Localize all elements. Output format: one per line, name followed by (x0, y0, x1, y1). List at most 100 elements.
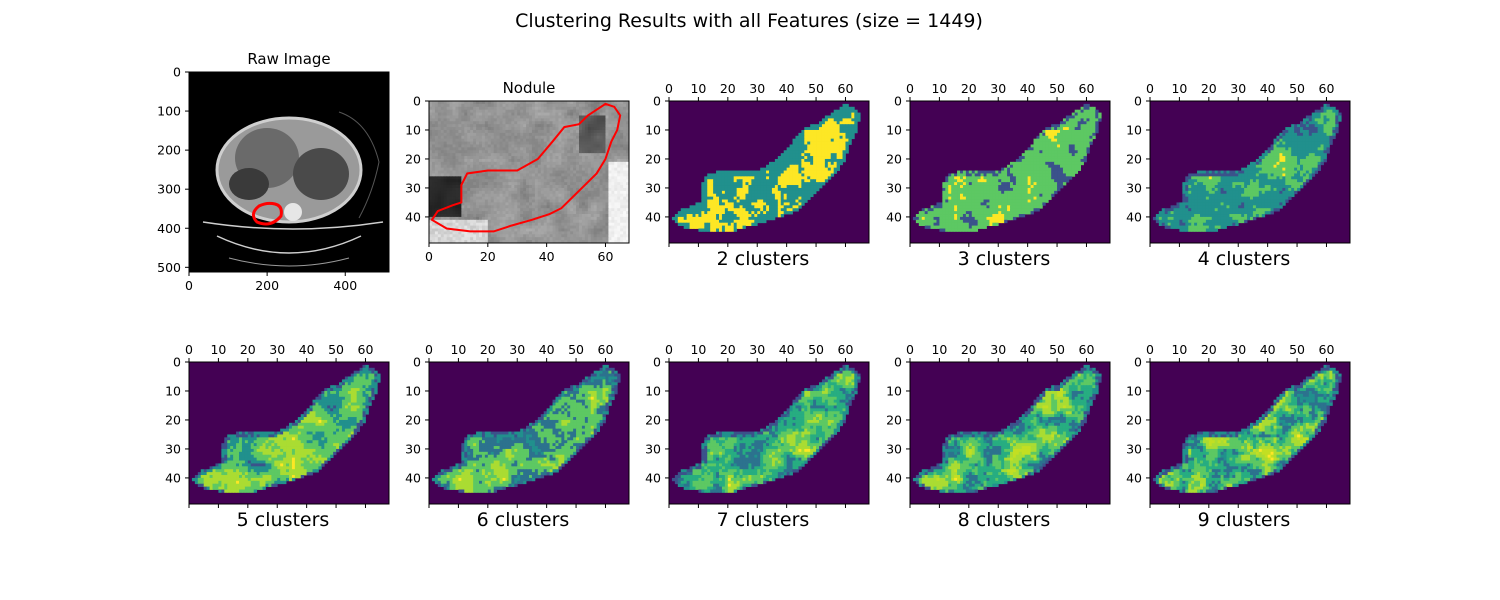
clusters-3-xtick-label-5: 50 (1049, 81, 1065, 96)
clusters-5-panel: 0 10 20 30 40 50 60 0 10 20 30 40 5 clusters (165, 342, 390, 531)
raw-image-xtick-label-0: 0 (185, 278, 193, 293)
nodule-ytick-label-3: 30 (405, 180, 421, 195)
clusters-6-xtick-label-0: 0 (425, 342, 433, 357)
cluster-map (1152, 103, 1342, 232)
cluster-map (912, 364, 1102, 493)
clusters-7-ytick-label-1: 10 (645, 383, 661, 398)
clusters-6-ytick-label-4: 40 (405, 470, 421, 485)
clusters-8-xtick-label-2: 20 (961, 342, 977, 357)
clusters-8-xtick-label-1: 10 (931, 342, 947, 357)
nodule-contour (430, 102, 622, 233)
cluster-map (191, 364, 381, 493)
clusters-3-panel: 0 10 20 30 40 50 60 0 10 20 30 40 3 clusters (886, 81, 1111, 270)
clusters-6-xtick-label-3: 30 (509, 342, 525, 357)
nodule-ytick-label-1: 10 (405, 122, 421, 137)
clusters-3-xtick-label-4: 40 (1020, 81, 1036, 96)
clusters-4-ytick-label-1: 10 (1126, 122, 1142, 137)
clusters-5-xtick-label-2: 20 (240, 342, 256, 357)
clusters-2-ytick-label-3: 30 (645, 180, 661, 195)
clusters-8-xtick-label-3: 30 (990, 342, 1006, 357)
clusters-8-ytick-label-4: 40 (886, 470, 902, 485)
clusters-6-ytick-label-2: 20 (405, 412, 421, 427)
clusters-5-xtick-label-4: 40 (299, 342, 315, 357)
clusters-2-xtick-label-4: 40 (779, 81, 795, 96)
clusters-4-xtick-label-3: 30 (1230, 81, 1246, 96)
clusters-8-xtick-label-5: 50 (1049, 342, 1065, 357)
nodule-xtick-label-1: 20 (480, 249, 496, 264)
clusters-9-xtick-label-3: 30 (1230, 342, 1246, 357)
clusters-4-xtick-label-6: 60 (1319, 81, 1335, 96)
figure-title: Clustering Results with all Features (si… (515, 10, 983, 32)
clusters-5-ytick-label-2: 20 (165, 412, 181, 427)
clusters-3-xtick-label-3: 30 (990, 81, 1006, 96)
clusters-5-ytick-label-1: 10 (165, 383, 181, 398)
clusters-9-xtick-label-0: 0 (1146, 342, 1154, 357)
clusters-7-xtick-label-4: 40 (779, 342, 795, 357)
clusters-8-label: 8 clusters (958, 509, 1051, 531)
clusters-6-xtick-label-1: 10 (450, 342, 466, 357)
clusters-3-xtick-label-1: 10 (931, 81, 947, 96)
clusters-9-ytick-label-3: 30 (1126, 441, 1142, 456)
ct-spine (284, 203, 302, 221)
clusters-6-xtick-label-2: 20 (480, 342, 496, 357)
clusters-8-ytick-label-3: 30 (886, 441, 902, 456)
ct-nodule-contour (252, 201, 283, 226)
clusters-9-frame (1149, 361, 1351, 505)
clusters-2-ytick-label-0: 0 (653, 94, 661, 109)
clusters-5-ytick-label-4: 40 (165, 470, 181, 485)
nodule-image (429, 101, 629, 243)
ct-table-arc-2 (228, 257, 350, 267)
clusters-2-frame (668, 100, 870, 244)
clusters-8-ytick-label-2: 20 (886, 412, 902, 427)
nodule-ytick-label-4: 40 (405, 209, 421, 224)
clusters-3-xtick-label-0: 0 (906, 81, 914, 96)
clusters-9-xtick-label-4: 40 (1260, 342, 1276, 357)
clusters-6-ytick-label-0: 0 (413, 355, 421, 370)
clusters-2-xtick-label-6: 60 (838, 81, 854, 96)
clusters-3-ytick-label-4: 40 (886, 209, 902, 224)
clusters-5-xtick-label-0: 0 (185, 342, 193, 357)
cluster-map (1152, 364, 1342, 493)
clusters-7-xtick-label-3: 30 (749, 342, 765, 357)
ct-table-top (202, 221, 384, 230)
clusters-3-ytick-label-1: 10 (886, 122, 902, 137)
clusters-2-ytick-label-2: 20 (645, 151, 661, 166)
clusters-2-ytick-label-4: 40 (645, 209, 661, 224)
raw-image-ytick-label-0: 0 (173, 65, 181, 80)
clusters-2-label: 2 clusters (717, 248, 810, 270)
clusters-3-ytick-label-3: 30 (886, 180, 902, 195)
ct-lung-left (229, 168, 269, 200)
cluster-map (912, 103, 1102, 232)
clusters-5-ytick-label-3: 30 (165, 441, 181, 456)
clusters-7-label: 7 clusters (717, 509, 810, 531)
clusters-9-ytick-label-2: 20 (1126, 412, 1142, 427)
cluster-map (671, 364, 861, 493)
clusters-9-ytick-label-1: 10 (1126, 383, 1142, 398)
clusters-7-ytick-label-2: 20 (645, 412, 661, 427)
clusters-8-ytick-label-0: 0 (894, 355, 902, 370)
clusters-4-panel: 0 10 20 30 40 50 60 0 10 20 30 40 4 clusters (1126, 81, 1351, 270)
clusters-4-xtick-label-1: 10 (1171, 81, 1187, 96)
clusters-8-frame (909, 361, 1111, 505)
raw-image-xtick-label-1: 200 (255, 278, 279, 293)
clusters-3-xtick-label-6: 60 (1079, 81, 1095, 96)
clusters-7-xtick-label-5: 50 (808, 342, 824, 357)
clusters-7-xtick-label-1: 10 (690, 342, 706, 357)
clusters-4-xtick-label-4: 40 (1260, 81, 1276, 96)
clusters-5-xtick-label-6: 60 (358, 342, 374, 357)
clusters-9-xtick-label-6: 60 (1319, 342, 1335, 357)
clusters-6-ytick-label-3: 30 (405, 441, 421, 456)
nodule-xtick-label-0: 0 (425, 249, 433, 264)
raw-image-panel: 0 200 400 0 100 200 300 400 500 Raw Image (157, 50, 390, 293)
clusters-4-xtick-label-5: 50 (1289, 81, 1305, 96)
clusters-3-ytick-label-2: 20 (886, 151, 902, 166)
clusters-4-xtick-label-0: 0 (1146, 81, 1154, 96)
clusters-6-ytick-label-1: 10 (405, 383, 421, 398)
clusters-3-xtick-label-2: 20 (961, 81, 977, 96)
clusters-3-ytick-label-0: 0 (894, 94, 902, 109)
clusters-5-xtick-label-5: 50 (328, 342, 344, 357)
clusters-9-xtick-label-1: 10 (1171, 342, 1187, 357)
clusters-7-panel: 0 10 20 30 40 50 60 0 10 20 30 40 7 clusters (645, 342, 870, 531)
